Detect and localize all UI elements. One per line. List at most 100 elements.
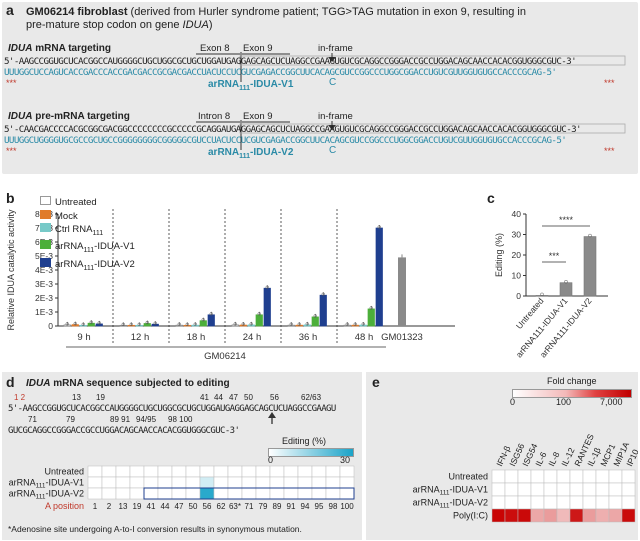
heatmap-cell (582, 482, 597, 497)
heatmap-cell (227, 465, 243, 478)
a-position-value: 41 (147, 502, 156, 511)
legend-swatch-v1 (40, 240, 51, 250)
y-tick-label: 10 (512, 271, 522, 281)
a-position-value: 56 (203, 502, 212, 511)
pos-top-3: 41 (200, 393, 209, 402)
guide1-label: arRNA111-IDUA-V1 (208, 79, 293, 92)
a-position-value: 62 (217, 502, 226, 511)
panel-a: a GM06214 fibroblast (derived from Hurle… (0, 0, 640, 175)
panel-d-line2-seq: GUCGCAGGCCGGGACCGCCUGGACAGCAACCACACGGUGG… (8, 426, 225, 436)
legend-rest-v2: -IDUA-V2 (94, 258, 135, 270)
heatmap-cell (621, 508, 636, 523)
heatmap-cell (171, 476, 187, 489)
data-point (345, 322, 349, 326)
heatmap-cell (115, 465, 131, 478)
data-point (65, 322, 69, 326)
bar (255, 314, 263, 327)
data-point (73, 321, 77, 326)
data-point (313, 314, 317, 318)
heatmap-cell (569, 482, 584, 497)
a-position-value: 91 (287, 502, 296, 511)
heatmap-cell (269, 465, 285, 478)
data-point (89, 320, 93, 324)
heatmap-row-rest: -IDUA-V1 (45, 478, 84, 488)
data-point (145, 320, 149, 325)
heatmap-cell (325, 476, 341, 489)
y-tick-label: 0 (516, 291, 521, 301)
a-position-value: 50 (189, 502, 198, 511)
data-point (540, 292, 544, 297)
heatmap-cell (582, 495, 597, 510)
heatmap-cell (297, 476, 313, 489)
panel-a-title-bold: GM06214 fibroblast (26, 6, 128, 18)
x-category-label: 18 h (187, 332, 206, 343)
mrna-heading: IDUA mRNA targeting (8, 43, 111, 54)
heatmap-cell (595, 495, 610, 510)
heatmap-cell (339, 465, 355, 478)
pos-top-8: 62/63 (301, 393, 322, 402)
legend-swatch-v2 (40, 257, 51, 267)
heatmap-cell (608, 495, 623, 510)
mrna-target-suffix: -3' (561, 56, 577, 67)
legend-swatch-untreated (40, 196, 51, 205)
heatmap-cell (530, 469, 545, 484)
heatmap-cell (227, 487, 243, 500)
heatmap-cell (101, 465, 117, 478)
data-point (305, 322, 309, 326)
a-position-value: 47 (175, 502, 184, 511)
legend-text-ctrl: Ctrl RNA (55, 224, 93, 235)
heatmap-cell (213, 465, 229, 478)
panel-d-heading-rest: mRNA sequence subjected to editing (50, 378, 230, 389)
x-category-label: 9 h (77, 332, 90, 343)
panel-a-title-gene: IDUA (182, 19, 209, 31)
panel-a-title-rest: (derived from Hurler syndrome patient; T… (127, 6, 526, 18)
a-position-value: 71 (245, 502, 254, 511)
mrna-guide-seq: UUUGGCUCCAGUCACCGACCCACCGACGACCGCGACGACC… (4, 67, 542, 78)
panel-b-legend: Untreated Mock Ctrl RNA111 arRNA111-IDUA… (40, 196, 135, 275)
pos-top-5: 47 (229, 393, 238, 402)
heatmap-cell (87, 476, 103, 489)
inframe-label: in-frame (318, 43, 353, 54)
panel-a-title: GM06214 fibroblast (derived from Hurler … (26, 6, 526, 18)
data-point (265, 285, 269, 289)
a-position-label: A position (45, 501, 84, 511)
pos-top-1: 13 (72, 393, 81, 402)
pos-top-4: 44 (214, 393, 223, 402)
heatmap-cell (283, 476, 299, 489)
legend-item-untreated: Untreated (40, 196, 135, 210)
panel-d-heading: IDUA mRNA sequence subjected to editing (26, 378, 230, 389)
heatmap-cell (311, 465, 327, 478)
panel-e-heatmap: IFN-βISG56ISG54IL-6IL-8IL-12RANTESIL-1βM… (413, 432, 638, 523)
heatmap-cell (530, 508, 545, 523)
heatmap-row-label: arRNA111-IDUA-V2 (9, 489, 84, 501)
heatmap-row-rest: -IDUA-V2 (449, 498, 488, 508)
bar (583, 236, 597, 297)
heatmap-cell (255, 476, 271, 489)
heatmap-cell (101, 476, 117, 489)
pre-mrna-guide-strand: UUUGGCUGGGGUGCGCCGCUGCCGGGGGGGGCGGGGGCGU… (4, 135, 567, 146)
panel-b-label: b (6, 190, 15, 206)
mrna-target-prefix: 5'- (4, 56, 19, 67)
heatmap-cell (115, 487, 131, 500)
v2-highlight (143, 487, 355, 500)
heatmap-cell (569, 495, 584, 510)
mrna-right-stars: *** (604, 78, 615, 88)
pre-target-seq: CAACGACCCCACGCGGCGACGGCCCCCCCCGCCCCCGCAG… (18, 124, 567, 135)
heatmap-cell (199, 465, 215, 478)
legend-text-v1: arRNA (55, 241, 84, 253)
panel-d-heatmap: UntreatedarRNA111-IDUA-V1arRNA111-IDUA-V… (9, 465, 355, 511)
heatmap-cell (608, 482, 623, 497)
mrna-left-stars: *** (6, 78, 17, 88)
data-point (129, 322, 133, 326)
heatmap-cell (543, 495, 558, 510)
bar (199, 320, 207, 327)
data-point (81, 322, 85, 326)
y-tick-label: 5E-3 (35, 251, 53, 261)
inframe2-label: in-frame (318, 111, 353, 122)
y-axis-title: Editing (%) (494, 233, 504, 277)
gm06214-label: GM06214 (204, 351, 246, 362)
legend-item-mock: Mock (40, 209, 135, 224)
data-point (121, 322, 125, 326)
x-category-label: 48 h (355, 332, 374, 343)
